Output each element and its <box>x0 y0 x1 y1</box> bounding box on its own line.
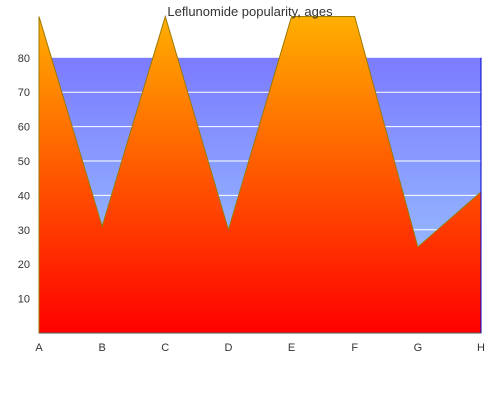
y-tick-label: 70 <box>18 87 30 99</box>
x-tick-label: E <box>288 342 295 354</box>
x-tick-label: F <box>351 342 358 354</box>
x-tick-label: D <box>224 342 232 354</box>
chart-title: Leflunomide popularity, ages <box>167 4 333 19</box>
y-tick-label: 40 <box>18 190 30 202</box>
x-tick-label: A <box>35 342 43 354</box>
y-tick-label: 50 <box>18 156 30 168</box>
y-tick-label: 60 <box>18 122 30 134</box>
x-tick-label: H <box>477 342 485 354</box>
y-tick-label: 20 <box>18 259 30 271</box>
x-tick-label: G <box>414 342 423 354</box>
y-tick-label: 10 <box>18 294 30 306</box>
x-tick-label: B <box>98 342 105 354</box>
x-tick-label: C <box>161 342 169 354</box>
y-tick-label: 80 <box>18 53 30 65</box>
y-tick-label: 30 <box>18 225 30 237</box>
